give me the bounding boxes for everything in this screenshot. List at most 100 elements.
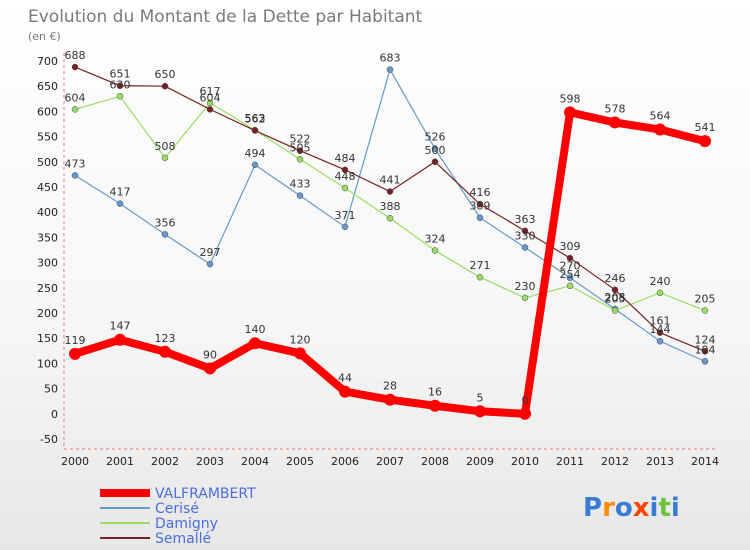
data-label: 104 [695, 343, 716, 356]
y-tick-label: 100 [37, 357, 58, 370]
y-tick-label: 600 [37, 105, 58, 118]
data-point [656, 329, 664, 336]
data-label: 0 [522, 394, 529, 407]
data-point [69, 347, 81, 360]
data-label: 330 [515, 229, 536, 242]
data-label: 120 [290, 333, 311, 346]
data-point [476, 200, 484, 208]
data-label: 309 [560, 240, 581, 253]
data-point [296, 147, 304, 154]
data-point [386, 214, 394, 222]
data-point [114, 333, 126, 346]
data-point [431, 145, 439, 152]
data-label: 363 [515, 213, 536, 226]
data-point [521, 227, 529, 235]
data-label: 205 [605, 292, 626, 305]
y-tick-label: 700 [37, 55, 58, 68]
data-point [206, 106, 214, 113]
data-label: 562 [245, 113, 266, 126]
data-label: 505 [290, 141, 311, 154]
data-point [611, 286, 619, 294]
data-label: 147 [110, 320, 131, 333]
y-tick-label: 400 [37, 206, 58, 219]
x-tick-label: 2009 [466, 455, 494, 468]
data-label: 416 [470, 186, 491, 199]
data-label: 526 [425, 131, 446, 144]
data-point [159, 345, 171, 358]
data-label: 246 [605, 272, 626, 285]
data-label: 5 [477, 391, 484, 404]
data-label: 240 [650, 275, 671, 288]
data-label: 230 [515, 280, 536, 293]
data-point [249, 337, 261, 350]
x-tick-label: 2011 [556, 455, 584, 468]
data-label: 44 [338, 372, 352, 385]
data-point [656, 289, 664, 297]
y-tick-label: 300 [37, 257, 58, 270]
data-labels: 473 417 356 297 494 433 371 683 526 389 330 270 208 1… [65, 49, 716, 407]
data-label: 124 [695, 333, 716, 346]
x-tick-label: 2007 [376, 455, 404, 468]
x-tick-label: 2014 [691, 455, 719, 468]
y-tick-label: 150 [37, 332, 58, 345]
data-label: 617 [200, 85, 221, 98]
data-point [566, 274, 574, 281]
data-label: 473 [65, 157, 86, 170]
data-label: 356 [155, 216, 176, 229]
data-label: 161 [650, 315, 671, 328]
data-point [609, 116, 621, 129]
legend-label: VALFRAMBERT [155, 486, 256, 502]
data-label: 650 [155, 68, 176, 81]
data-label: 630 [110, 78, 131, 91]
data-label: 564 [650, 110, 671, 123]
data-point [476, 273, 484, 281]
series-layer [69, 63, 711, 420]
series-line-0 [71, 108, 709, 418]
data-point [699, 135, 711, 148]
y-tick-label: 650 [37, 80, 58, 93]
y-tick-label: 250 [37, 282, 58, 295]
y-tick-label: 550 [37, 131, 58, 144]
data-point [519, 407, 531, 420]
data-label: 270 [560, 260, 581, 273]
data-point [341, 184, 349, 192]
data-label: 508 [155, 140, 176, 153]
data-label: 388 [380, 200, 401, 213]
data-label: 688 [65, 49, 86, 62]
data-label: 371 [335, 209, 356, 222]
data-label: 28 [383, 380, 397, 393]
data-label: 324 [425, 233, 446, 246]
data-point [161, 231, 169, 238]
data-point [521, 294, 529, 302]
data-point [476, 214, 484, 221]
data-point [206, 99, 214, 107]
data-label: 119 [65, 334, 86, 347]
data-point [656, 337, 664, 345]
data-label: 417 [110, 186, 131, 199]
data-label: 254 [560, 268, 581, 281]
data-label: 144 [650, 323, 671, 336]
data-point [384, 393, 396, 406]
data-label: 500 [425, 144, 446, 157]
data-point [161, 154, 169, 162]
data-label: 598 [560, 92, 581, 105]
data-point [474, 405, 486, 418]
data-label: 16 [428, 386, 442, 399]
x-tick-label: 2003 [196, 455, 224, 468]
data-label: 205 [695, 292, 716, 305]
legend-label: Semallé [155, 531, 211, 547]
data-label: 140 [245, 323, 266, 336]
y-tick-label: 500 [37, 156, 58, 169]
y-tick-label: 50 [44, 383, 58, 396]
data-point [204, 362, 216, 375]
data-point [161, 82, 169, 90]
data-label: 563 [245, 112, 266, 125]
y-tick-label: -50 [40, 433, 58, 446]
data-label: 441 [380, 174, 401, 187]
x-tick-label: 2000 [61, 455, 89, 468]
data-label: 494 [245, 147, 266, 160]
data-point [116, 82, 124, 89]
